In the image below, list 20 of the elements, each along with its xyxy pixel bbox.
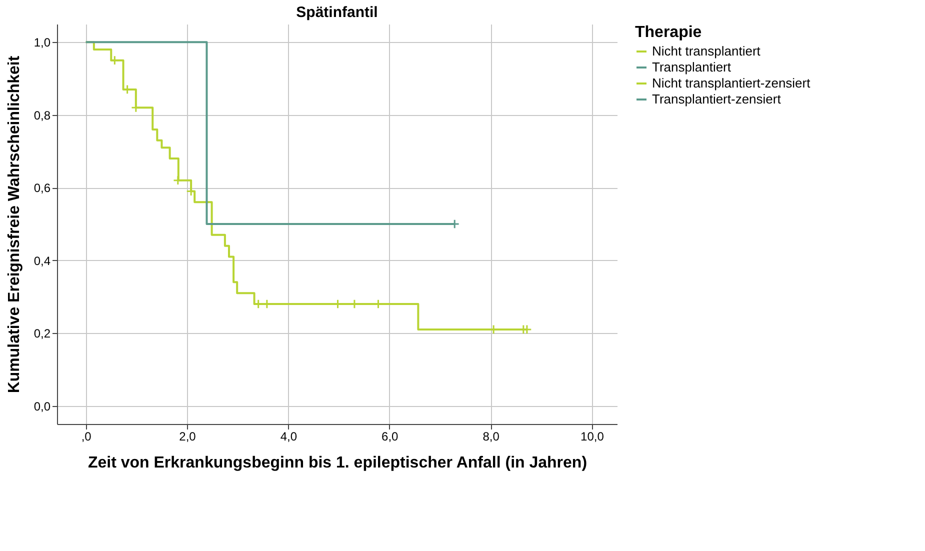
legend-label: Transplantiert — [652, 60, 732, 74]
x-tick-label: 6,0 — [382, 430, 399, 444]
legend-label: Nicht transplantiert-zensiert — [652, 76, 811, 90]
legend-title: Therapie — [635, 24, 702, 41]
chart-title: Spätinfantil — [296, 4, 378, 21]
x-tick-label: ,0 — [81, 430, 92, 444]
y-tick-label: 0,8 — [34, 108, 51, 122]
y-tick-label: 0,0 — [34, 399, 51, 414]
legend-label: Nicht transplantiert — [652, 44, 761, 58]
y-tick-label: 0,6 — [34, 181, 51, 196]
x-tick-label: 10,0 — [580, 430, 604, 444]
y-axis-title: Kumulative Ereignisfreie Wahrscheinlichkeit — [6, 55, 23, 394]
x-tick-label: 8,0 — [482, 430, 500, 444]
y-tick-label: 1,0 — [34, 36, 51, 50]
x-tick-label: 2,0 — [179, 430, 196, 444]
y-tick-label: 0,4 — [34, 254, 51, 268]
x-axis-title: Zeit von Erkrankungsbeginn bis 1. epileptischer Anfall (in Jahren) — [88, 454, 588, 472]
y-tick-label: 0,2 — [34, 326, 51, 341]
legend-label: Transplantiert-zensiert — [652, 92, 782, 106]
x-tick-label: 4,0 — [280, 430, 298, 444]
